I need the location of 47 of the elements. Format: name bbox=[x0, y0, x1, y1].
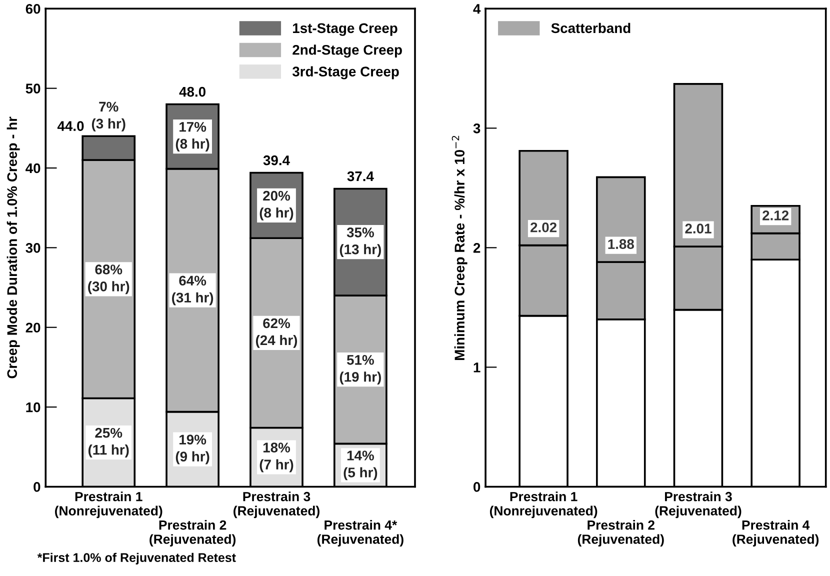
y-axis-title: Creep Mode Duration of 1.0% Creep - hr bbox=[6, 116, 20, 378]
x-tick-label: Prestrain 1 (Nonrejuvenated) bbox=[490, 492, 598, 518]
total-label: 44.0 bbox=[57, 121, 84, 131]
x-tick-label: Prestrain 2 (Rejuvenated) bbox=[578, 520, 664, 547]
data-label: 25% (11 hr) bbox=[88, 428, 129, 458]
data-label: 18% (7 hr) bbox=[260, 442, 294, 472]
y-tick-label: 10 bbox=[26, 402, 40, 412]
annotation: 2.01 bbox=[685, 224, 712, 234]
data-label: 14% (5 hr) bbox=[344, 450, 378, 480]
data-label: 51% (19 hr) bbox=[340, 355, 381, 385]
y-tick-label: 0 bbox=[34, 482, 40, 492]
annotation: 2.02 bbox=[530, 222, 557, 232]
legend-label: Scatterband bbox=[551, 22, 630, 34]
legend-label: 1st-Stage Creep bbox=[293, 23, 398, 36]
data-label: 64% (31 hr) bbox=[172, 276, 214, 306]
y-tick-label: 50 bbox=[26, 84, 40, 94]
annotation: 1.88 bbox=[608, 239, 634, 250]
data-label: 17% (8 hr) bbox=[176, 122, 210, 152]
y-tick-label: 0 bbox=[474, 482, 480, 492]
y-tick-label: 4 bbox=[473, 4, 481, 14]
x-tick-label: Prestrain 4 (Rejuvenated) bbox=[732, 520, 819, 547]
annotation: 2.12 bbox=[762, 210, 789, 220]
x-tick-label: Prestrain 3 (Rejuvenated) bbox=[655, 492, 742, 518]
y-tick-label: 30 bbox=[26, 243, 40, 253]
y-tick-label: 3 bbox=[473, 123, 480, 134]
total-label: 37.4 bbox=[347, 171, 374, 182]
text: *First 1.0% of Rejuvenated Retest bbox=[37, 552, 236, 564]
y-tick-label: 40 bbox=[26, 163, 40, 174]
x-tick-label: Prestrain 3 (Rejuvenated) bbox=[234, 492, 320, 518]
data-label: 19% (9 hr) bbox=[176, 434, 210, 464]
data-label: 62% (24 hr) bbox=[256, 318, 298, 348]
x-tick-label: Prestrain 2 (Rejuvenated) bbox=[150, 520, 236, 547]
y-axis-title: Minimum Creep Rate - %/hr x 10$^{−2}$ bbox=[452, 136, 468, 360]
legend-label: 3rd-Stage Creep bbox=[292, 66, 399, 80]
y-tick-label: 1 bbox=[474, 362, 480, 372]
data-label: 20% (8 hr) bbox=[260, 190, 294, 220]
total-label: 39.4 bbox=[263, 155, 290, 166]
y-tick-label: 60 bbox=[26, 4, 40, 14]
total-label: 48.0 bbox=[179, 86, 206, 97]
data-label: 7% (3 hr) bbox=[92, 102, 126, 132]
data-label: 68% (30 hr) bbox=[88, 264, 130, 294]
x-tick-label: Prestrain 4* (Rejuvenated) bbox=[317, 520, 404, 547]
y-tick-label: 20 bbox=[26, 322, 40, 333]
data-label: 35% (13 hr) bbox=[340, 228, 381, 258]
y-tick-label: 2 bbox=[473, 243, 480, 253]
x-tick-label: Prestrain 1 (Nonrejuvenated) bbox=[55, 492, 162, 518]
legend-label: 2nd-Stage Creep bbox=[292, 44, 402, 58]
